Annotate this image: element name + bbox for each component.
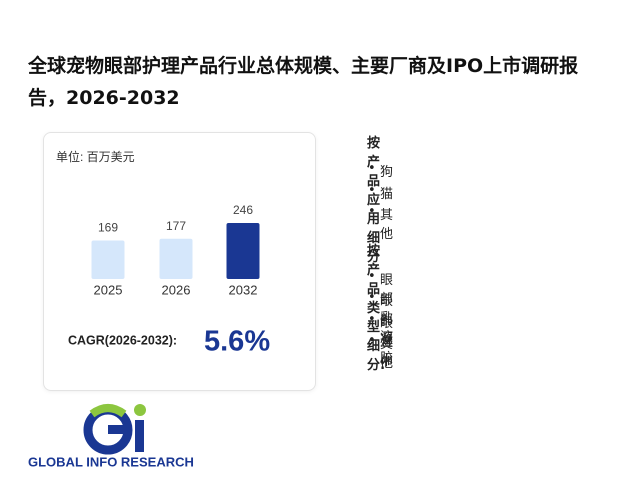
bar	[91, 240, 125, 279]
bar	[159, 238, 193, 279]
segment-item: 狗	[368, 161, 393, 180]
x-tick-label: 2025	[94, 282, 123, 297]
logo-dot	[134, 404, 146, 416]
cagr-label: CAGR(2026-2032):	[68, 333, 177, 347]
segment-item: 猫	[368, 183, 393, 202]
chart-card	[43, 132, 316, 391]
unit-label: 单位: 百万美元	[56, 149, 135, 164]
bar	[226, 223, 260, 279]
logo	[83, 404, 146, 455]
logo-arc	[89, 404, 127, 418]
segment-item: 其他	[368, 204, 393, 242]
x-tick-label: 2032	[229, 282, 258, 297]
logo-text: GLOBAL INFO RESEARCH	[28, 454, 194, 469]
cagr-value: 5.6%	[204, 326, 270, 358]
segment-item: 其他	[368, 333, 393, 371]
value-label: 169	[98, 221, 118, 235]
value-label: 177	[166, 219, 186, 233]
value-label: 246	[233, 203, 253, 217]
x-tick-label: 2026	[162, 282, 191, 297]
logo-bar	[108, 425, 130, 434]
report-title: 全球宠物眼部护理产品行业总体规模、主要厂商及IPO上市调研报告，2026-203…	[28, 55, 579, 109]
logo-i	[135, 420, 144, 452]
